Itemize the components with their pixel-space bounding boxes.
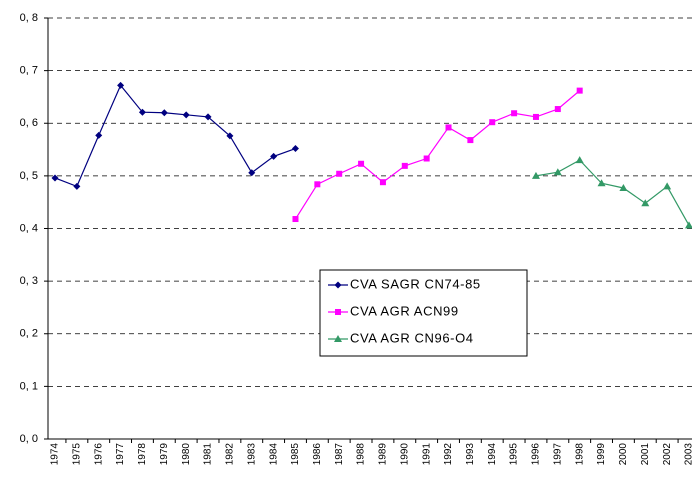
y-tick-label: 0, 5 <box>20 170 38 182</box>
marker <box>575 156 584 164</box>
x-tick-label: 1986 <box>312 443 323 466</box>
marker <box>336 170 343 177</box>
marker <box>576 87 583 94</box>
x-tick-label: 1998 <box>574 443 585 466</box>
x-tick-label: 1995 <box>509 443 520 466</box>
marker <box>553 168 562 176</box>
x-tick-label: 1977 <box>115 443 126 466</box>
legend-label: CVA AGR ACN99 <box>350 303 459 318</box>
y-tick-label: 0, 2 <box>20 328 38 340</box>
y-tick-label: 0, 3 <box>20 275 38 287</box>
marker <box>401 162 408 169</box>
x-tick-label: 1992 <box>443 443 454 466</box>
marker <box>160 109 168 117</box>
marker <box>95 131 103 139</box>
x-tick-label: 1980 <box>181 443 192 466</box>
x-tick-label: 1993 <box>465 443 476 466</box>
x-tick-label: 2003 <box>684 443 692 466</box>
marker <box>663 182 672 190</box>
marker <box>379 179 386 186</box>
marker <box>292 216 299 223</box>
x-tick-label: 1981 <box>203 443 214 466</box>
marker <box>685 221 692 229</box>
y-tick-label: 0, 0 <box>20 433 38 445</box>
y-tick-label: 0, 4 <box>20 222 38 234</box>
marker <box>467 137 474 144</box>
series-line <box>535 159 690 226</box>
marker <box>511 110 518 117</box>
y-tick-label: 0, 1 <box>20 380 38 392</box>
x-tick-label: 1984 <box>268 443 279 466</box>
x-tick-label: 1987 <box>334 443 345 466</box>
x-tick-label: 1979 <box>159 443 170 466</box>
y-tick-label: 0, 7 <box>20 65 38 77</box>
series-line <box>54 84 296 188</box>
x-tick-label: 2000 <box>618 443 629 466</box>
legend-box <box>319 269 528 357</box>
marker <box>73 182 81 190</box>
marker <box>117 81 125 89</box>
marker <box>423 155 430 162</box>
y-tick-label: 0, 8 <box>20 12 38 24</box>
marker <box>248 169 256 177</box>
x-tick-label: 1982 <box>225 443 236 466</box>
x-tick-label: 1974 <box>50 443 61 466</box>
x-tick-label: 1991 <box>421 443 432 466</box>
x-tick-label: 1996 <box>531 443 542 466</box>
x-tick-label: 1988 <box>356 443 367 466</box>
x-tick-label: 1975 <box>72 443 83 466</box>
series-line <box>294 90 581 220</box>
marker <box>445 124 452 131</box>
legend-label: CVA AGR CN96-O4 <box>350 330 474 345</box>
marker <box>619 183 628 191</box>
legend: CVA SAGR CN74-85 CVA AGR ACN99 CVA AGR CN9… <box>319 269 528 357</box>
marker <box>358 160 365 167</box>
marker <box>138 108 146 116</box>
marker <box>204 113 212 121</box>
x-tick-label: 1994 <box>487 443 498 466</box>
x-tick-label: 1999 <box>596 443 607 466</box>
marker <box>182 111 190 119</box>
marker <box>335 309 341 315</box>
x-tick-label: 1978 <box>137 443 148 466</box>
x-tick-label: 1997 <box>552 443 563 466</box>
marker <box>334 335 342 342</box>
marker <box>334 281 342 289</box>
marker <box>314 181 321 188</box>
marker <box>226 132 234 140</box>
marker <box>489 119 496 126</box>
x-tick-label: 1976 <box>93 443 104 466</box>
y-tick-label: 0, 6 <box>20 117 38 129</box>
x-tick-label: 2002 <box>662 443 673 466</box>
legend-label: CVA SAGR CN74-85 <box>350 276 481 291</box>
marker <box>270 152 278 160</box>
x-tick-label: 2001 <box>640 443 651 466</box>
marker <box>641 199 650 207</box>
marker <box>597 179 606 187</box>
x-tick-label: 1985 <box>290 443 301 466</box>
marker <box>291 145 299 153</box>
x-tick-label: 1990 <box>399 443 410 466</box>
marker <box>532 113 539 120</box>
marker <box>554 106 561 113</box>
marker <box>51 174 59 182</box>
x-tick-label: 1983 <box>246 443 257 466</box>
marker <box>531 171 540 179</box>
x-tick-label: 1989 <box>378 443 389 466</box>
